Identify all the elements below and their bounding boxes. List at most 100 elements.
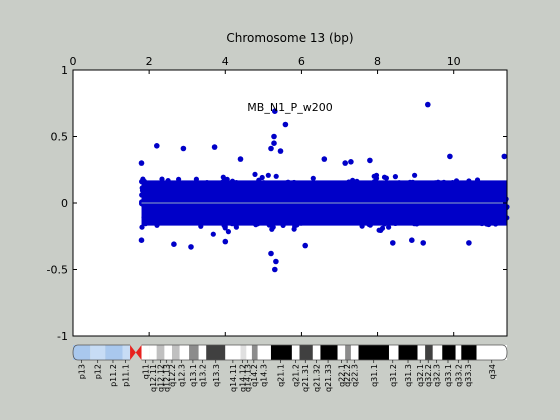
ideogram-band: [291, 345, 300, 360]
ideogram-band: [358, 345, 389, 360]
scatter-point: [222, 238, 229, 245]
scatter-cloud-point: [273, 173, 279, 179]
ideogram-band: [122, 345, 131, 360]
ideogram-band: [156, 345, 165, 360]
ideogram-band: [312, 345, 321, 360]
band-label: q14.12: [238, 364, 247, 392]
scatter-cloud-point: [386, 224, 392, 230]
band-label: q21.2: [292, 364, 301, 387]
band-label: q13.2: [198, 364, 207, 387]
band-label: q31.3: [404, 364, 413, 387]
ideogram-band: [189, 345, 199, 360]
band-label: q12.12: [157, 364, 166, 392]
ideogram-band: [425, 345, 433, 360]
ideogram-band: [350, 345, 359, 360]
band-label: q32.3: [433, 364, 442, 387]
scatter-point: [501, 153, 508, 160]
scatter-cloud-point: [392, 174, 398, 180]
chart-title: Chromosome 13 (bp): [226, 31, 353, 45]
scatter-cloud-point: [270, 224, 276, 230]
ideogram-band: [179, 345, 190, 360]
y-tick-label: 0: [61, 197, 68, 210]
ideogram-band: [141, 345, 150, 360]
scatter-point: [272, 108, 278, 114]
band-label: q31.2: [389, 364, 398, 387]
scatter-cloud-point: [265, 172, 271, 178]
ideogram-band: [198, 345, 207, 360]
scatter-point: [466, 240, 472, 246]
ideogram-band: [164, 345, 172, 360]
ideogram-centromere-right: [135, 345, 142, 360]
ideogram-band: [225, 345, 241, 360]
scatter-point: [447, 153, 453, 160]
sample-annotation: MB_N1_P_w200: [247, 101, 332, 114]
ideogram-p-arm-outline: [72, 344, 131, 361]
band-label: q14.11: [229, 364, 238, 392]
scatter-cloud-point: [259, 174, 265, 181]
ideogram-band: [251, 345, 258, 360]
ideogram-band: [442, 345, 456, 360]
ideogram-band: [171, 345, 180, 360]
scatter-cloud-point: [310, 175, 316, 181]
scatter-point: [425, 101, 431, 108]
ideogram-band: [257, 345, 271, 360]
band-label: q12.2: [168, 364, 177, 387]
scatter-point: [180, 145, 187, 152]
ideogram-band: [270, 345, 292, 360]
scatter-point: [211, 144, 218, 150]
band-label: q22.3: [351, 364, 360, 387]
band-label: q21.32: [313, 364, 322, 392]
band-label: q21.31: [301, 364, 310, 392]
scatter-cloud-point: [373, 175, 380, 181]
ideogram-band: [476, 345, 507, 360]
scatter-point: [273, 258, 279, 265]
scatter-point: [420, 240, 427, 246]
scatter-point: [390, 240, 396, 246]
band-label: q32.2: [424, 364, 433, 387]
ideogram-band: [417, 345, 426, 360]
band-label: q22.1: [337, 364, 346, 387]
scatter-point: [342, 160, 349, 166]
x-tick-label: 2: [146, 55, 153, 68]
ideogram-band-labels: p13 p12 p11.2 p11.1 q11q12.11q12.12q12.13q12…: [77, 360, 497, 392]
scatter-cloud-point: [139, 224, 145, 230]
scatter-point: [302, 242, 309, 249]
ideogram-band: [320, 345, 338, 360]
scatter-point: [138, 237, 145, 243]
scatter-point: [237, 156, 244, 162]
y-axis-ticks: 1 0.5 0 -0.5 -1: [47, 64, 507, 343]
x-tick-label: 10: [447, 55, 461, 68]
scatter-cloud-point: [220, 174, 226, 180]
y-tick-label: -1: [57, 330, 68, 343]
band-label: q21.1: [276, 364, 285, 387]
scatter-point: [271, 140, 277, 146]
band-label: q22.2: [343, 364, 352, 387]
x-tick-label: 8: [374, 55, 381, 68]
scatter-point: [277, 148, 284, 154]
y-tick-label: 1: [61, 64, 68, 77]
ideogram-band: [149, 345, 157, 360]
ideogram-band: [432, 345, 443, 360]
scatter-point: [367, 157, 373, 164]
scatter-cloud-point: [210, 231, 216, 237]
scatter-point: [409, 237, 415, 243]
ideogram-centromere-left: [130, 345, 136, 360]
ideogram-band: [206, 345, 226, 360]
band-label: p11.2: [109, 364, 118, 387]
ideogram-band: [398, 345, 418, 360]
scatter-point: [188, 244, 194, 250]
band-label: q33.1: [444, 364, 453, 387]
scatter-point: [272, 266, 278, 273]
ideogram-band: [240, 345, 247, 360]
ideogram-q-arm-outline: [141, 344, 508, 361]
ideogram-band: [337, 345, 346, 360]
scatter-point: [271, 133, 277, 140]
scatter-cloud-point: [225, 229, 231, 235]
band-label: q33.2: [454, 364, 463, 387]
scatter-points: [138, 101, 508, 273]
band-label: q21.33: [324, 364, 333, 392]
x-tick-label: 6: [298, 55, 305, 68]
band-label: q12.13: [162, 364, 171, 392]
band-label: q12.11: [149, 364, 158, 392]
